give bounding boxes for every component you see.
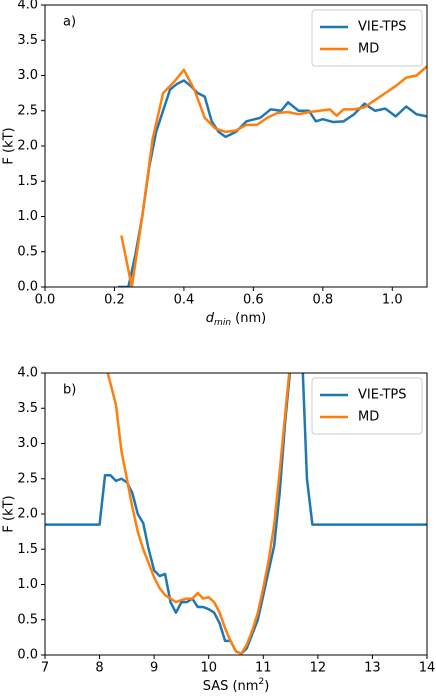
legend: VIE-TPS MD <box>311 377 423 435</box>
panel-label: a) <box>63 15 76 30</box>
y-axis-label: F (kT) <box>2 495 17 532</box>
y-tick-label: 2.5 <box>17 471 38 486</box>
x-tick-label: 0.6 <box>243 293 264 308</box>
x-axis-label-part: min <box>214 318 231 328</box>
legend: VIE-TPS MD <box>311 9 423 67</box>
y-tick-label: 0.0 <box>17 648 38 663</box>
y-tick-label: 3.5 <box>17 33 38 48</box>
line-series <box>106 373 291 655</box>
legend-label: MD <box>358 410 379 425</box>
x-tick-label: 12 <box>310 661 327 676</box>
y-tick-label: 1.0 <box>17 209 38 224</box>
legend-box <box>311 377 423 435</box>
x-tick-label: 0.2 <box>104 293 125 308</box>
plot-lines <box>117 65 427 287</box>
x-tick-label: 0.4 <box>174 293 195 308</box>
x-tick-label: 9 <box>150 661 158 676</box>
x-axis-label-part: (nm) <box>231 311 266 326</box>
x-tick-label: 11 <box>255 661 272 676</box>
y-tick-label: 1.5 <box>17 174 38 189</box>
y-tick-label: 2.5 <box>17 103 38 118</box>
x-axis-label-part: ) <box>264 679 269 694</box>
y-tick-label: 2.0 <box>17 507 38 522</box>
x-tick-label: 8 <box>95 661 103 676</box>
legend-label: MD <box>358 42 379 57</box>
y-tick-label: 0.5 <box>17 244 38 259</box>
x-tick-label: 0.0 <box>35 293 56 308</box>
x-tick-label: 10 <box>200 661 217 676</box>
y-tick-label: 0.0 <box>17 280 38 295</box>
x-tick-label: 1.0 <box>382 293 403 308</box>
y-tick-label: 4.0 <box>17 0 38 13</box>
line-series <box>117 79 427 287</box>
x-axis-label-part: 2 <box>258 677 264 687</box>
y-tick-label: 3.0 <box>17 68 38 83</box>
legend-label: VIE-TPS <box>358 388 406 403</box>
plot-lines <box>45 373 427 655</box>
x-tick-label: 7 <box>41 661 49 676</box>
y-tick-label: 1.0 <box>17 577 38 592</box>
y-tick-label: 0.5 <box>17 612 38 627</box>
legend-label: VIE-TPS <box>358 20 406 35</box>
x-axis-label-part: SAS (nm <box>203 679 259 694</box>
panel-label: b) <box>63 383 76 398</box>
y-tick-label: 3.0 <box>17 436 38 451</box>
x-tick-label: 0.8 <box>312 293 333 308</box>
y-tick-label: 4.0 <box>17 366 38 381</box>
y-tick-label: 1.5 <box>17 542 38 557</box>
y-tick-label: 2.0 <box>17 139 38 154</box>
chart-panel: 0.0 0.2 0.4 0.6 0.8 1.0 0.0 0.5 1.0 1.5 2.0 2.5 3.0 3… <box>2 0 428 328</box>
y-axis-label: F (kT) <box>2 127 17 164</box>
line-series <box>120 65 427 287</box>
x-axis-label: dmin (nm) <box>206 311 266 328</box>
x-axis-label: SAS (nm2) <box>203 677 270 694</box>
chart-panel: 7 8 9 10 11 12 13 14 0.0 0.5 1.0 1.5 2.0 2.5 3.0 3.5 4.0… <box>2 366 436 694</box>
x-tick-label: 14 <box>419 661 436 676</box>
x-axis-label-part: d <box>206 311 215 326</box>
legend-box <box>311 9 423 67</box>
x-tick-label: 13 <box>364 661 381 676</box>
y-tick-label: 3.5 <box>17 401 38 416</box>
line-series <box>45 373 427 655</box>
